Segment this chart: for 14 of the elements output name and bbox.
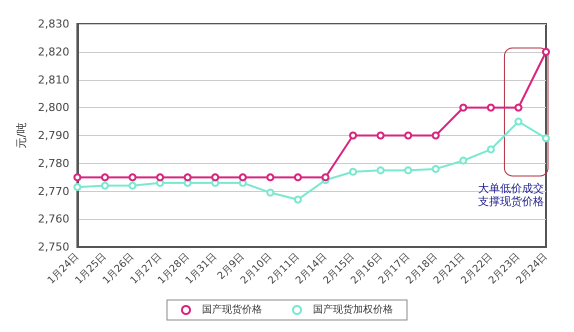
annotation: 支撑现货价格	[478, 195, 544, 208]
y-tick-label: 2,810	[38, 73, 70, 86]
y-tick-label: 2,830	[38, 18, 70, 30]
y-tick-label: 2,750	[38, 240, 70, 254]
annotation: 大单低价成交	[478, 182, 544, 195]
legend-label: 国产现货加权价格	[313, 304, 393, 316]
y-tick-label: 2,780	[38, 156, 70, 170]
legend-label: 国产现货价格	[202, 304, 262, 316]
y-axis-title: 元/吨	[15, 122, 28, 148]
y-tick-label: 2,770	[38, 184, 70, 198]
y-tick-label: 2,800	[38, 101, 70, 114]
y-tick-label: 2,760	[38, 212, 70, 226]
y-tick-label: 2,790	[38, 129, 70, 142]
y-tick-label: 2,820	[38, 45, 70, 58]
